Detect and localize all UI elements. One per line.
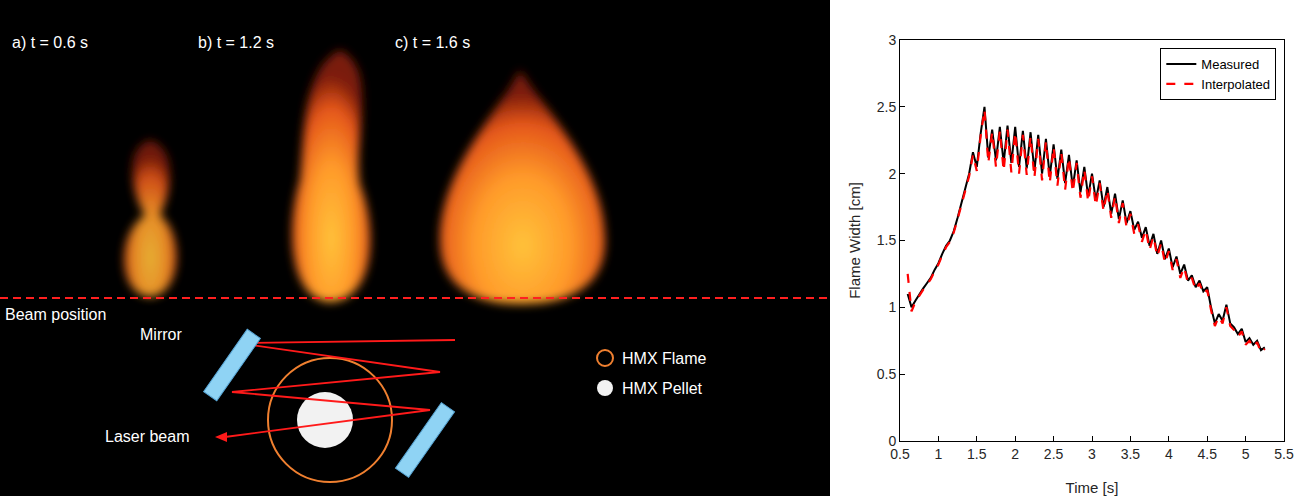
svg-text:1: 1	[935, 446, 943, 462]
svg-text:5: 5	[1242, 446, 1250, 462]
svg-text:Laser beam: Laser beam	[105, 428, 190, 445]
svg-text:Measured: Measured	[1201, 57, 1259, 72]
svg-text:Mirror: Mirror	[140, 326, 182, 343]
svg-text:0.5: 0.5	[877, 366, 897, 382]
svg-text:2: 2	[888, 166, 896, 182]
svg-text:Time [s]: Time [s]	[1066, 479, 1119, 496]
svg-text:Beam position: Beam position	[5, 306, 106, 323]
svg-text:3.5: 3.5	[1121, 446, 1141, 462]
svg-text:b) t = 1.2 s: b) t = 1.2 s	[198, 34, 274, 51]
svg-text:HMX Pellet: HMX Pellet	[622, 380, 703, 397]
svg-text:3: 3	[888, 32, 896, 48]
svg-text:2.5: 2.5	[877, 99, 897, 115]
svg-text:0.5: 0.5	[890, 446, 910, 462]
svg-text:1.5: 1.5	[967, 446, 987, 462]
svg-text:0: 0	[888, 433, 896, 449]
svg-text:4.5: 4.5	[1197, 446, 1217, 462]
svg-text:3: 3	[1088, 446, 1096, 462]
svg-text:Flame Width [cm]: Flame Width [cm]	[846, 182, 863, 299]
svg-text:1: 1	[888, 299, 896, 315]
svg-text:HMX Flame: HMX Flame	[622, 350, 707, 367]
svg-text:a) t = 0.6 s: a) t = 0.6 s	[12, 34, 88, 51]
svg-text:5.5: 5.5	[1274, 446, 1294, 462]
svg-text:4: 4	[1165, 446, 1173, 462]
svg-text:1.5: 1.5	[877, 232, 897, 248]
svg-text:2: 2	[1011, 446, 1019, 462]
svg-text:c) t = 1.6 s: c) t = 1.6 s	[395, 34, 470, 51]
svg-text:Interpolated: Interpolated	[1201, 77, 1270, 92]
svg-text:2.5: 2.5	[1044, 446, 1064, 462]
